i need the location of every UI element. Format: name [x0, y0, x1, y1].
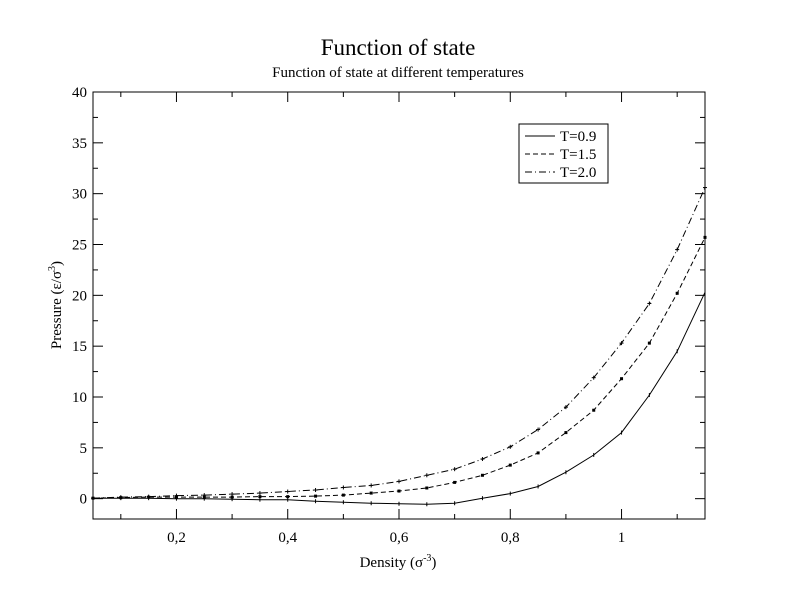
- data-point: [202, 495, 206, 499]
- x-tick-label: 0,6: [390, 530, 409, 546]
- legend-items: T=0.9 T=1.5 T=2.0: [525, 129, 596, 181]
- legend-item: T=2.0: [525, 165, 596, 181]
- y-tick-label: 0: [80, 492, 88, 508]
- x-axis-label-sup: -3: [423, 553, 431, 564]
- data-point: [453, 480, 457, 484]
- data-point: [536, 451, 540, 455]
- y-tick-label: 35: [72, 136, 87, 152]
- y-axis-label: Pressure (ε/σ3): [47, 261, 65, 349]
- series-line: [92, 187, 706, 499]
- x-axis-label: Density (σ-3): [360, 553, 437, 571]
- y-tick-label: 15: [72, 339, 87, 355]
- data-point: [425, 486, 429, 490]
- y-tick-label: 40: [72, 85, 87, 101]
- data-point: [564, 431, 568, 435]
- y-tick-label: 5: [80, 441, 88, 457]
- series-line: [92, 237, 706, 499]
- series-T=1.5: [91, 235, 707, 500]
- data-point: [480, 473, 484, 477]
- data-point: [592, 408, 596, 412]
- y-tick-label: 30: [72, 187, 87, 203]
- data-point: [703, 235, 707, 239]
- y-tick-label: 10: [72, 390, 87, 406]
- legend-label: T=2.0: [560, 165, 596, 181]
- data-point: [675, 291, 679, 295]
- plot-frame: [92, 91, 706, 520]
- data-point: [620, 377, 624, 381]
- legend: T=0.9 T=1.5 T=2.0: [518, 123, 609, 184]
- data-point: [258, 495, 262, 499]
- legend-label: T=0.9: [560, 129, 596, 145]
- y-axis-label-main: Pressure (ε/σ: [49, 271, 65, 349]
- data-point: [314, 494, 318, 498]
- series-T=2.0: [91, 185, 707, 501]
- x-axis-label-end: ): [431, 555, 436, 571]
- chart-subtitle: Function of state at different temperatu…: [272, 65, 524, 81]
- x-tick-label: 0,2: [167, 530, 186, 546]
- data-point: [341, 493, 345, 497]
- chart-title: Function of state: [321, 35, 476, 60]
- series-line: [93, 292, 706, 505]
- y-axis-label-end: ): [49, 261, 65, 266]
- x-axis-ticks: 0,2 0,4 0,6 0,8 1: [120, 92, 678, 546]
- legend-item: T=0.9: [525, 129, 596, 145]
- data-point: [508, 463, 512, 467]
- y-axis-ticks: 0 5 10 15 20 25 30 35 40: [72, 85, 705, 508]
- data-point: [369, 491, 373, 495]
- data-point: [647, 341, 651, 345]
- x-axis-label-main: Density (σ: [360, 555, 424, 571]
- data-point: [397, 489, 401, 493]
- y-axis-label-sup: 3: [47, 266, 58, 271]
- x-tick-label: 0,8: [501, 530, 520, 546]
- y-tick-label: 20: [72, 288, 87, 304]
- legend-item: T=1.5: [525, 147, 596, 163]
- x-tick-label: 1: [618, 530, 626, 546]
- series-layer: [91, 185, 707, 507]
- data-point: [230, 495, 234, 499]
- series-T=0.9: [92, 290, 706, 507]
- y-tick-label: 25: [72, 238, 87, 254]
- x-tick-label: 0,4: [278, 530, 297, 546]
- data-point: [286, 495, 290, 499]
- legend-label: T=1.5: [560, 147, 596, 163]
